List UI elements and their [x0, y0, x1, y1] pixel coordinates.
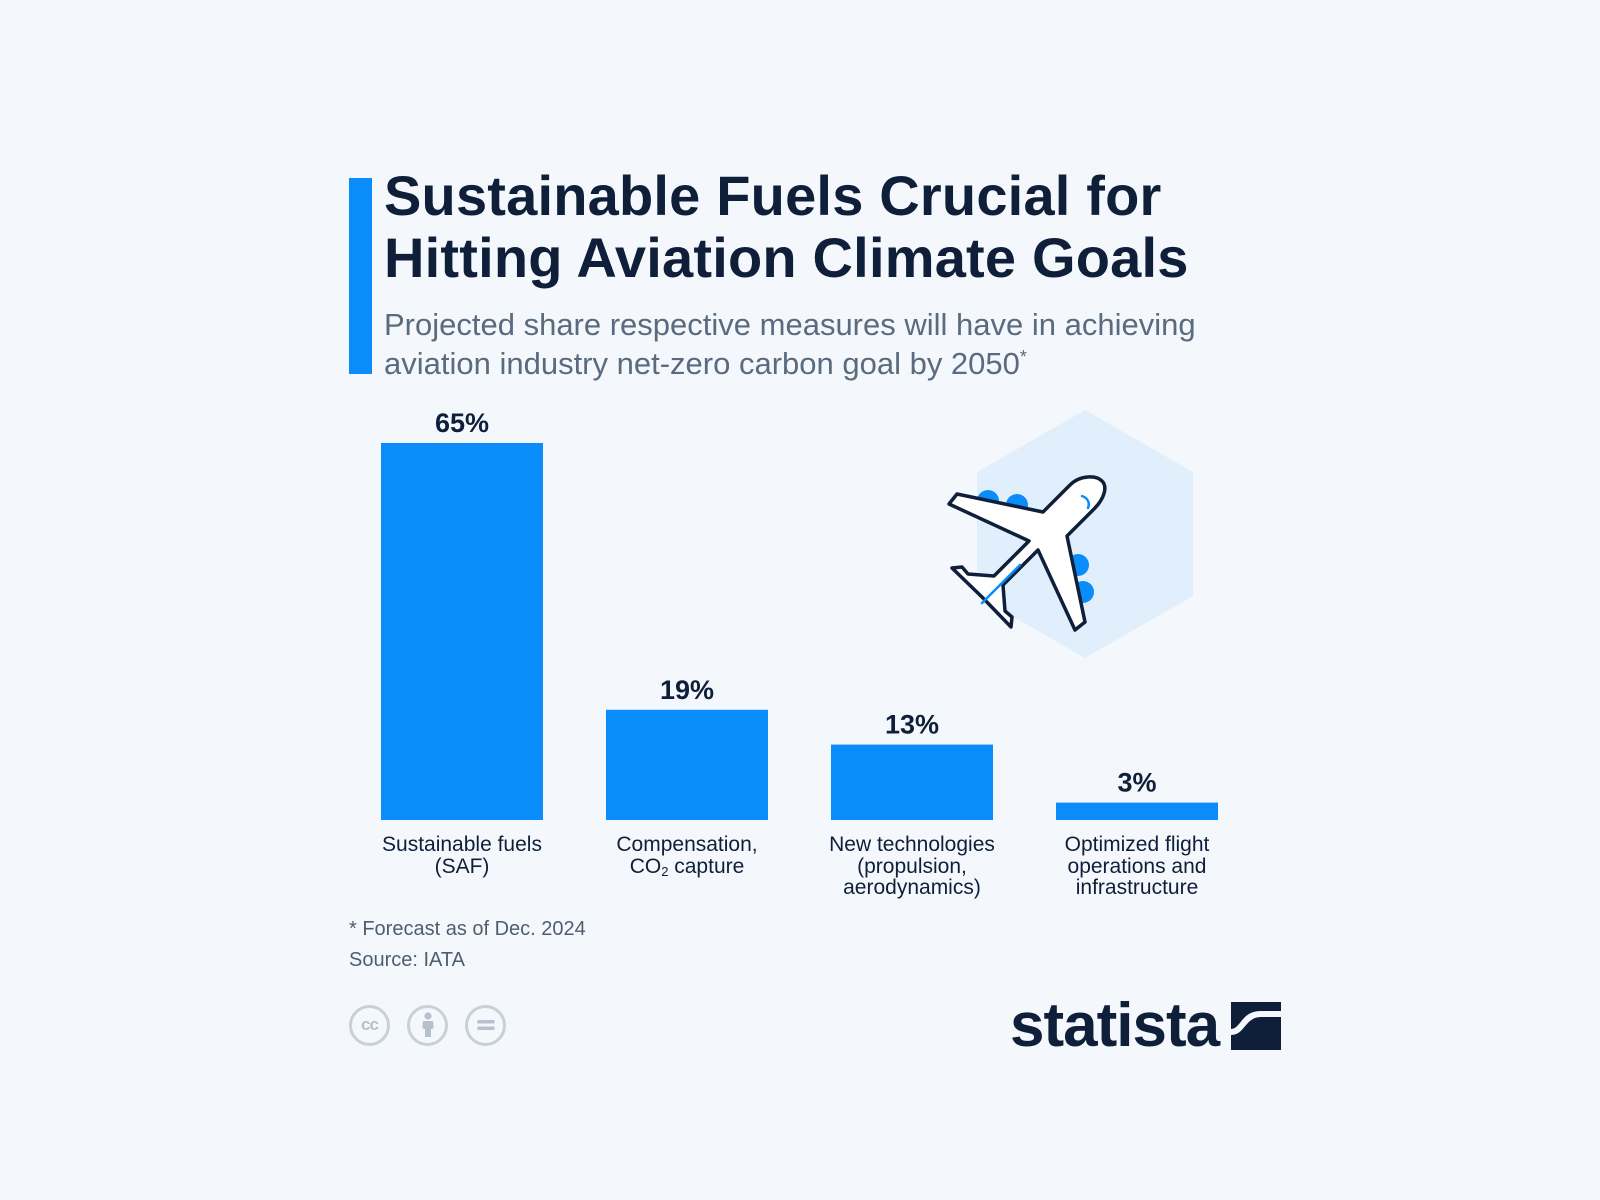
attribution-icon[interactable] [407, 1005, 448, 1046]
brand-wordmark: statista [1010, 991, 1220, 1060]
bars-group: 65% 19% 13% 3% [381, 408, 1218, 820]
category-label-line: CO2 capture [629, 854, 745, 879]
category-label-line: (SAF) [434, 854, 490, 878]
person-icon [422, 1012, 433, 1037]
bar-value-label-3: 13% [885, 710, 939, 740]
airplane-icon [947, 475, 1107, 632]
bar-value-label-2: 19% [660, 675, 714, 705]
category-label-line: New technologies [829, 833, 995, 856]
statista-wave-icon [1231, 1002, 1282, 1050]
chart-subtitle-line-1: Projected share respective measures will… [384, 307, 1196, 342]
bar-value-label-1: 65% [435, 408, 489, 438]
bar-3[interactable] [831, 744, 993, 820]
category-label-line: operations and [1067, 854, 1207, 878]
source-note: Source: IATA [349, 949, 465, 971]
category-label-4: Optimized flight operations and infrastruc… [1027, 834, 1247, 899]
cc-icon[interactable]: cc [349, 1005, 390, 1046]
bar-4[interactable] [1056, 802, 1218, 820]
category-label-2: Compensation, CO2 capture [577, 834, 797, 882]
category-label-line: (propulsion, [857, 854, 967, 878]
statista-logo[interactable]: statista [1010, 991, 1282, 1060]
chart-subtitle-line-2-text: aviation industry net-zero carbon goal b… [384, 346, 1020, 381]
category-label-3: New technologies (propulsion, aerodynamics… [802, 834, 1022, 899]
category-label-line: Compensation, [616, 833, 758, 856]
footnote-marker: * [1019, 347, 1027, 367]
category-label-line: Sustainable fuels [382, 833, 542, 856]
chart-title: Sustainable Fuels Crucial for Hitting Av… [384, 165, 1284, 289]
chart-subtitle: Projected share respective measures will… [384, 305, 1284, 383]
category-label-line: infrastructure [1075, 876, 1199, 899]
category-label-1: Sustainable fuels (SAF) [352, 834, 572, 877]
chart-subtitle-line-2: aviation industry net-zero carbon goal b… [384, 344, 1284, 383]
category-label-line: Optimized flight [1064, 833, 1210, 856]
bar-2[interactable] [606, 709, 768, 820]
category-label-line: aerodynamics) [843, 876, 981, 899]
no-derivatives-icon[interactable] [465, 1005, 506, 1046]
title-accent-bar [349, 178, 372, 374]
chart-title-line-2: Hitting Aviation Climate Goals [384, 226, 1189, 289]
footnote: * Forecast as of Dec. 2024 [349, 918, 586, 940]
airplane-illustration [947, 410, 1193, 658]
bar-1[interactable] [381, 443, 543, 820]
equals-icon [477, 1020, 494, 1030]
bar-value-label-4: 3% [1117, 768, 1156, 798]
chart-title-line-1: Sustainable Fuels Crucial for [384, 164, 1162, 227]
hexagon-background [977, 410, 1193, 658]
